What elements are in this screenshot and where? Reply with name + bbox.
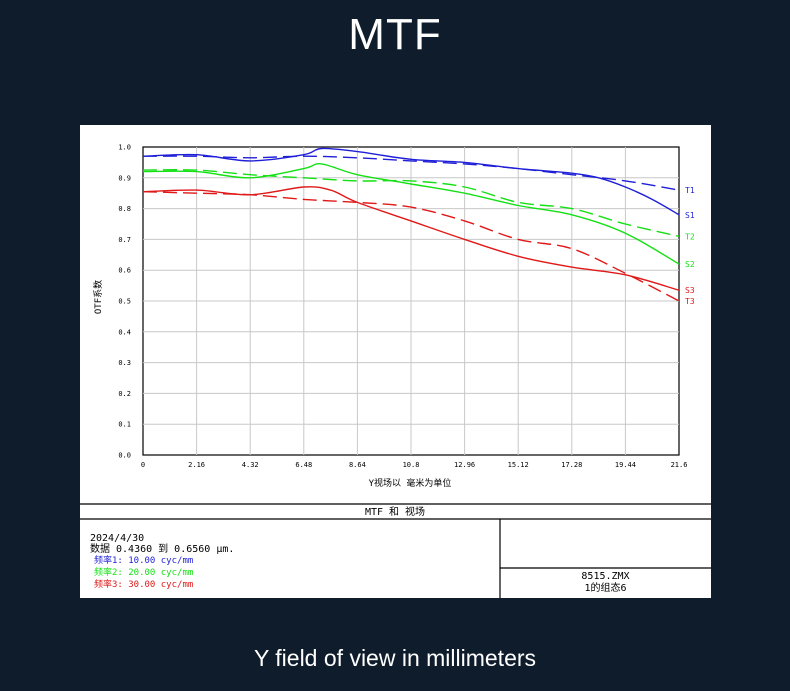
series-label-t3: T3 xyxy=(685,297,695,306)
info-date: 2024/4/30 xyxy=(90,533,145,544)
series-label-s2: S2 xyxy=(685,260,695,269)
mtf-panel: 0 2.16 4.32 6.48 8.64 10.8 12.96 15.12 17.28 19.4… xyxy=(80,125,711,598)
x-tick-label: 17.28 xyxy=(561,461,582,469)
y-tick-label: 1.0 xyxy=(118,144,131,152)
info-data-range: 数据 0.4360 到 0.6560 μm. xyxy=(90,544,235,555)
series-label-s3: S3 xyxy=(685,286,695,295)
x-tick-label: 21.6 xyxy=(671,461,688,469)
x-tick-label: 19.44 xyxy=(615,461,636,469)
x-tick-label: 4.32 xyxy=(242,461,259,469)
y-tick-label: 0.2 xyxy=(118,390,131,398)
y-tick-label: 0.1 xyxy=(118,421,131,429)
info-freq1: 频率1: 10.00 cyc/mm xyxy=(94,556,194,566)
info-file-name: 8515.ZMX xyxy=(581,571,630,582)
y-tick-label: 0.3 xyxy=(118,359,131,367)
y-tick-label: 0.8 xyxy=(118,205,131,213)
series-line-t3 xyxy=(142,191,680,302)
x-tick-label: 0 xyxy=(141,461,145,469)
x-tick-label: 6.48 xyxy=(295,461,312,469)
y-tick-label: 0.9 xyxy=(118,174,131,182)
mtf-chart: 0 2.16 4.32 6.48 8.64 10.8 12.96 15.12 17.28 19.4… xyxy=(80,144,711,598)
x-tick-label: 8.64 xyxy=(349,461,366,469)
series-line-s2 xyxy=(142,163,680,265)
panel-title: MTF 和 视场 xyxy=(365,505,425,518)
y-tick-label: 0.7 xyxy=(118,236,131,244)
series-line-t2 xyxy=(142,169,680,237)
x-tick-label: 15.12 xyxy=(508,461,529,469)
info-config: 1的组态6 xyxy=(584,583,627,594)
x-tick-label: 2.16 xyxy=(188,461,205,469)
y-tick-label: 0.6 xyxy=(118,267,131,275)
y-tick-label: 0.4 xyxy=(118,328,131,336)
x-axis-label: Y视场以 毫米为单位 xyxy=(369,477,452,489)
page-title: MTF xyxy=(348,10,442,59)
y-tick-label: 0.5 xyxy=(118,298,131,306)
info-freq3: 频率3: 30.00 cyc/mm xyxy=(94,580,194,590)
y-tick-label: 0.0 xyxy=(118,452,131,460)
series-label-t2: T2 xyxy=(685,232,695,241)
series-label-s1: S1 xyxy=(685,211,695,220)
series-label-t1: T1 xyxy=(685,186,695,195)
x-tick-label: 12.96 xyxy=(454,461,475,469)
series-line-s1 xyxy=(142,147,680,216)
y-axis-label: OTF系数 xyxy=(92,280,104,314)
info-freq2: 频率2: 20.00 cyc/mm xyxy=(94,568,194,578)
series-line-t1 xyxy=(142,155,680,191)
caption: Y field of view in millimeters xyxy=(253,645,537,671)
x-tick-label: 10.8 xyxy=(403,461,420,469)
